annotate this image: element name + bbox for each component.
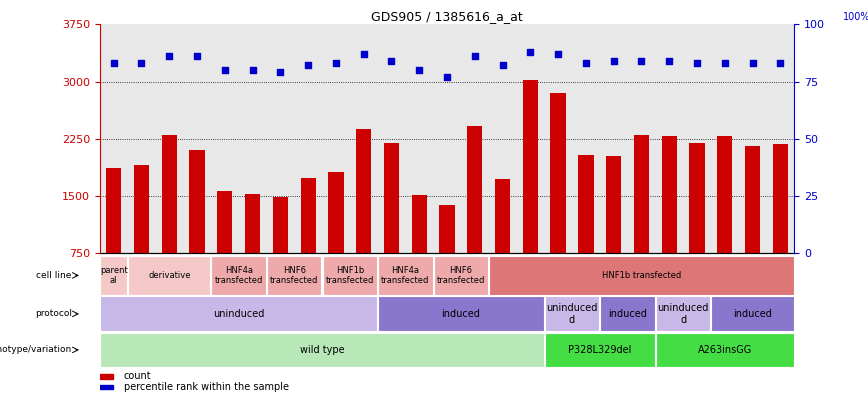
Text: genotype/variation: genotype/variation bbox=[0, 345, 72, 354]
Bar bbox=[661, 136, 677, 253]
Bar bbox=[378, 256, 432, 295]
Point bbox=[412, 67, 426, 73]
Text: uninduced: uninduced bbox=[213, 309, 265, 319]
Point bbox=[773, 60, 787, 66]
Text: uninduced
d: uninduced d bbox=[657, 303, 709, 325]
Bar bbox=[134, 165, 149, 253]
Bar bbox=[545, 333, 654, 367]
Bar bbox=[101, 333, 543, 367]
Point bbox=[746, 60, 760, 66]
Text: HNF4a
transfected: HNF4a transfected bbox=[214, 266, 263, 285]
Point bbox=[468, 53, 482, 60]
Bar bbox=[656, 333, 793, 367]
Text: wild type: wild type bbox=[299, 345, 345, 355]
Point bbox=[218, 67, 232, 73]
Text: derivative: derivative bbox=[148, 271, 190, 280]
Text: A263insGG: A263insGG bbox=[698, 345, 752, 355]
Point bbox=[107, 60, 121, 66]
Text: HNF1b transfected: HNF1b transfected bbox=[602, 271, 681, 280]
Bar bbox=[101, 296, 377, 331]
Bar bbox=[384, 143, 399, 253]
Point bbox=[579, 60, 593, 66]
Text: uninduced
d: uninduced d bbox=[546, 303, 598, 325]
Bar bbox=[439, 205, 455, 253]
Bar bbox=[467, 126, 483, 253]
Point bbox=[190, 53, 204, 60]
Text: cell line: cell line bbox=[36, 271, 72, 280]
Point bbox=[162, 53, 176, 60]
Bar bbox=[106, 168, 122, 253]
Bar bbox=[212, 256, 266, 295]
Point bbox=[718, 60, 732, 66]
Point bbox=[385, 58, 398, 64]
Text: HNF6
transfected: HNF6 transfected bbox=[270, 266, 319, 285]
Text: HNF6
transfected: HNF6 transfected bbox=[437, 266, 485, 285]
Bar bbox=[411, 195, 427, 253]
Text: HNF1b
transfected: HNF1b transfected bbox=[326, 266, 374, 285]
Point bbox=[301, 62, 315, 69]
Point bbox=[329, 60, 343, 66]
Bar bbox=[578, 156, 594, 253]
Bar bbox=[523, 80, 538, 253]
Text: P328L329del: P328L329del bbox=[568, 345, 632, 355]
Bar bbox=[128, 256, 210, 295]
Point bbox=[635, 58, 648, 64]
Text: parent
al: parent al bbox=[100, 266, 128, 285]
Title: GDS905 / 1385616_a_at: GDS905 / 1385616_a_at bbox=[372, 10, 523, 23]
Bar bbox=[100, 385, 113, 390]
Bar bbox=[601, 296, 654, 331]
Point bbox=[273, 69, 287, 76]
Point bbox=[246, 67, 260, 73]
Bar bbox=[717, 136, 733, 253]
Bar bbox=[745, 145, 760, 253]
Bar bbox=[189, 150, 205, 253]
Text: induced: induced bbox=[442, 309, 480, 319]
Bar bbox=[273, 198, 288, 253]
Bar bbox=[490, 256, 793, 295]
Bar bbox=[356, 129, 372, 253]
Bar bbox=[634, 135, 649, 253]
Bar bbox=[656, 296, 710, 331]
Text: 100%: 100% bbox=[843, 12, 868, 22]
Bar bbox=[323, 256, 377, 295]
Bar bbox=[217, 191, 233, 253]
Text: percentile rank within the sample: percentile rank within the sample bbox=[124, 382, 289, 392]
Point bbox=[690, 60, 704, 66]
Bar bbox=[550, 93, 566, 253]
Text: induced: induced bbox=[608, 309, 647, 319]
Bar bbox=[689, 143, 705, 253]
Point bbox=[496, 62, 510, 69]
Bar bbox=[101, 256, 127, 295]
Bar bbox=[328, 171, 344, 253]
Bar bbox=[100, 374, 113, 379]
Point bbox=[523, 49, 537, 55]
Bar bbox=[434, 256, 488, 295]
Text: protocol: protocol bbox=[35, 309, 72, 318]
Bar bbox=[495, 179, 510, 253]
Point bbox=[607, 58, 621, 64]
Bar bbox=[161, 135, 177, 253]
Text: HNF4a
transfected: HNF4a transfected bbox=[381, 266, 430, 285]
Bar bbox=[606, 156, 621, 253]
Point bbox=[135, 60, 148, 66]
Bar bbox=[545, 296, 599, 331]
Point bbox=[440, 74, 454, 80]
Bar bbox=[773, 144, 788, 253]
Bar bbox=[378, 296, 543, 331]
Text: count: count bbox=[124, 371, 151, 382]
Bar bbox=[267, 256, 321, 295]
Point bbox=[357, 51, 371, 57]
Bar bbox=[712, 296, 793, 331]
Point bbox=[551, 51, 565, 57]
Point bbox=[662, 58, 676, 64]
Bar bbox=[245, 194, 260, 253]
Text: induced: induced bbox=[733, 309, 772, 319]
Bar bbox=[300, 178, 316, 253]
